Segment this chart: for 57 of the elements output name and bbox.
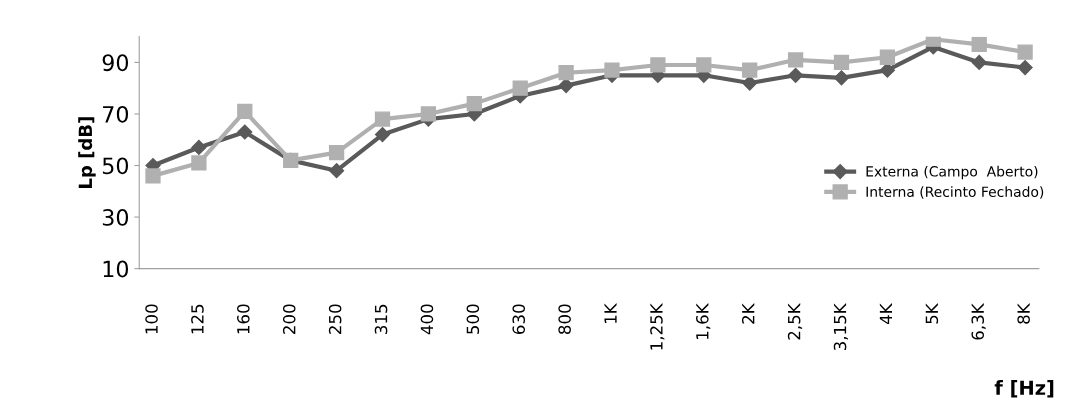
y-tick-label: 50 xyxy=(102,157,129,175)
x-tick-label: 5K xyxy=(925,302,939,324)
x-tick-label: 2K xyxy=(741,302,755,324)
point xyxy=(512,80,528,96)
point xyxy=(191,155,207,171)
legend-label: Externa (Campo Aberto) xyxy=(866,165,1038,180)
x-tick-label: 800 xyxy=(558,304,571,335)
x-tick-label: 160 xyxy=(237,304,250,334)
x-tick-label: 2,5K xyxy=(787,302,803,340)
y-tick-label: 10 xyxy=(103,260,129,278)
x-tick-label: 6,3K xyxy=(971,302,986,340)
point xyxy=(604,62,620,78)
x-tick-label: 8K xyxy=(1017,302,1030,324)
point xyxy=(558,78,574,94)
point xyxy=(1017,44,1033,60)
x-tick-label: 500 xyxy=(466,304,480,334)
x-tick-label: 200 xyxy=(282,304,296,334)
point xyxy=(374,111,391,127)
point xyxy=(879,49,896,65)
x-axis-title: f [Hz] xyxy=(994,380,1054,398)
point xyxy=(971,36,987,53)
point xyxy=(329,163,345,179)
y-tick-label: 70 xyxy=(103,105,129,123)
point xyxy=(787,52,804,68)
x-tick-label: 3,15K xyxy=(833,302,849,351)
x-tick-label: 125 xyxy=(191,304,204,334)
point xyxy=(237,124,253,140)
point xyxy=(650,57,666,73)
legend-label: Interna (Recinto Fechado) xyxy=(866,186,1044,199)
point xyxy=(145,168,161,184)
y-tick-label: 90 xyxy=(102,54,129,72)
point xyxy=(742,62,758,78)
point xyxy=(742,75,758,91)
point xyxy=(696,57,712,73)
x-tick-label: 315 xyxy=(374,304,388,334)
point xyxy=(833,54,850,71)
x-tick-label: 1K xyxy=(604,302,617,324)
x-tick-label: 250 xyxy=(328,304,342,334)
y-axis-title: Lp [dB] xyxy=(78,117,96,188)
point xyxy=(237,103,253,120)
point xyxy=(328,144,345,161)
point xyxy=(420,106,437,122)
point xyxy=(558,65,574,81)
x-tick-label: 400 xyxy=(420,304,434,335)
point xyxy=(833,70,850,86)
point xyxy=(1017,59,1033,76)
point xyxy=(788,67,804,83)
x-tick-label: 1,6K xyxy=(696,302,711,339)
point xyxy=(191,139,207,156)
point xyxy=(374,127,391,143)
x-tick-label: 1,25K xyxy=(650,302,665,350)
y-tick-label: 30 xyxy=(102,209,129,226)
point xyxy=(971,54,987,70)
x-tick-label: 630 xyxy=(512,304,526,334)
x-tick-label: 100 xyxy=(145,304,158,334)
x-tick-label: 4K xyxy=(879,302,892,325)
point xyxy=(466,96,482,112)
